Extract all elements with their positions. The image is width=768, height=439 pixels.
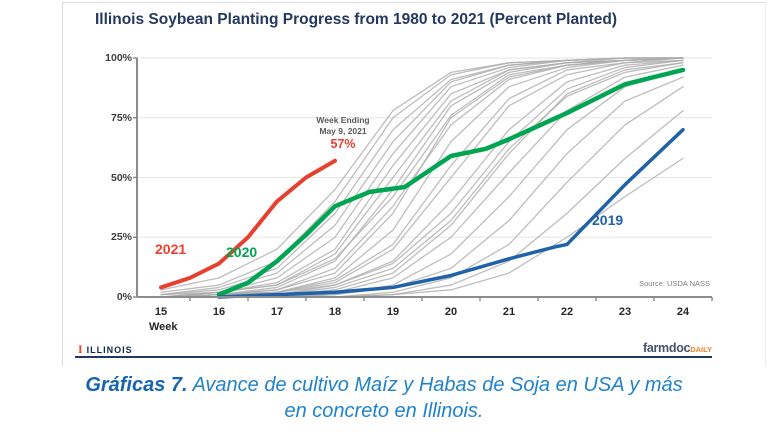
historical-year-line-3 xyxy=(160,57,684,298)
series-label-2020: 2020 xyxy=(226,244,258,260)
annotation-value: 57% xyxy=(330,137,356,151)
figure-caption: Gráficas 7. Avance de cultivo Maíz y Hab… xyxy=(0,372,768,424)
y-tick-label-50: 50% xyxy=(110,171,132,184)
series-line-2020 xyxy=(216,67,686,297)
historical-year-line-17 xyxy=(160,76,684,298)
x-tick-label-21: 21 xyxy=(502,306,516,318)
illinois-wordmark: ILLINOIS xyxy=(86,345,133,355)
series-line-2021 xyxy=(159,158,337,290)
x-tick-label-24: 24 xyxy=(676,306,690,318)
historical-year-line-15 xyxy=(160,62,684,298)
x-tick-label-17: 17 xyxy=(270,306,284,318)
y-tick-label-25: 25% xyxy=(110,231,132,244)
illinois-logo: I ILLINOIS xyxy=(78,342,133,357)
x-tick-label-22: 22 xyxy=(560,306,574,318)
caption-line2: en concreto en Illinois. xyxy=(284,400,484,422)
x-tick-label-16: 16 xyxy=(212,306,226,318)
series-label-2021: 2021 xyxy=(155,241,187,257)
annotation-line1: Week Ending xyxy=(316,115,370,125)
x-axis-title: Week xyxy=(149,321,178,333)
historical-year-line-12 xyxy=(160,62,684,298)
historical-year-line-14 xyxy=(160,59,684,298)
farmdoc-daily-logo: farmdocDAILY xyxy=(560,339,712,357)
y-tick-label-0: 0% xyxy=(116,291,132,303)
historical-year-line-13 xyxy=(160,64,684,298)
week-ending-annotation: Week Ending May 9, 2021 57% xyxy=(296,115,390,150)
annotation-line2: May 9, 2021 xyxy=(319,126,367,136)
series-label-2019: 2019 xyxy=(592,212,624,228)
x-tick-label-20: 20 xyxy=(444,306,458,318)
caption-number: Gráficas 7. xyxy=(85,374,188,396)
footer-divider-rule xyxy=(75,356,712,358)
source-note: Source: USDA NASS xyxy=(639,279,710,288)
x-tick-label-15: 15 xyxy=(154,306,168,318)
chart-title: Illinois Soybean Planting Progress from … xyxy=(95,11,617,28)
x-tick-label-18: 18 xyxy=(328,306,342,318)
x-tick-label-23: 23 xyxy=(618,306,632,318)
x-tick-label-19: 19 xyxy=(386,306,400,318)
series-line-2019 xyxy=(217,127,685,299)
illinois-block-i-icon: I xyxy=(78,342,83,356)
y-tick-label-75: 75% xyxy=(110,111,132,124)
daily-wordmark: DAILY xyxy=(690,345,712,354)
y-tick-label-100: 100% xyxy=(105,52,132,64)
caption-text: Avance de cultivo Maíz y Habas de Soja e… xyxy=(192,374,683,396)
historical-year-line-22 xyxy=(160,57,684,298)
caption-line1: Gráficas 7. Avance de cultivo Maíz y Hab… xyxy=(0,372,768,398)
farmdoc-wordmark: farmdoc xyxy=(642,341,691,355)
plot-area xyxy=(133,57,713,301)
historical-year-line-23 xyxy=(160,57,684,296)
